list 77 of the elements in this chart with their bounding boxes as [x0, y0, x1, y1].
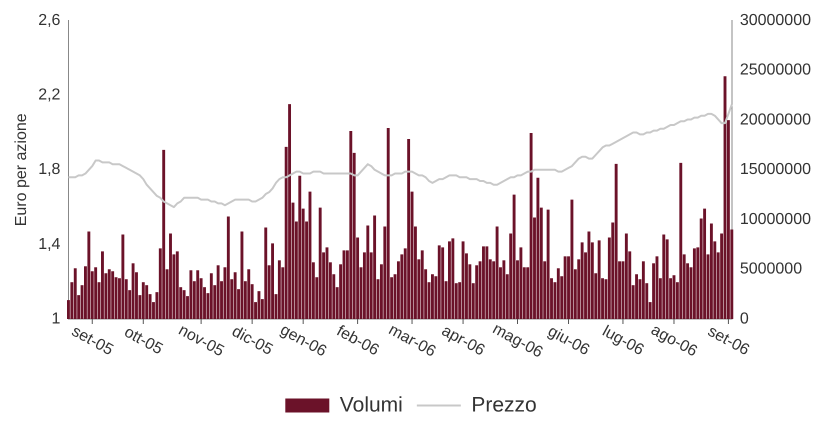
legend-label: Prezzo — [471, 393, 537, 416]
bar — [580, 242, 584, 319]
bar — [672, 275, 676, 319]
bar — [288, 104, 292, 319]
bar — [431, 274, 434, 319]
bar — [692, 248, 696, 319]
bar — [240, 231, 244, 319]
y-axis-title: Euro per azione — [13, 113, 30, 226]
bar — [502, 260, 506, 319]
x-tick-label: ott-05 — [121, 324, 166, 358]
bar — [407, 138, 410, 319]
bar — [101, 251, 104, 319]
bar — [210, 273, 213, 319]
bar — [308, 192, 312, 319]
x-tick-label: dic-05 — [228, 323, 276, 359]
bar — [451, 238, 454, 319]
bar — [216, 265, 220, 319]
x-tick-label: apr-06 — [438, 322, 488, 360]
y-tick-label: 1,4 — [38, 236, 61, 253]
bar — [624, 233, 628, 319]
bar — [462, 241, 465, 319]
bar — [326, 247, 328, 319]
bar — [556, 268, 560, 319]
bar — [536, 178, 540, 319]
y-tick-label: 2,6 — [38, 12, 61, 30]
bar — [111, 271, 114, 319]
bar — [182, 290, 186, 319]
bar — [587, 231, 590, 319]
bar — [145, 285, 148, 319]
bar — [598, 240, 601, 319]
x-tick-label: set-05 — [68, 322, 116, 360]
bar — [271, 243, 274, 319]
x-tick-label: giu-06 — [544, 322, 592, 360]
bar — [87, 231, 90, 319]
bar — [234, 272, 237, 319]
y2-tick-label: 20000000 — [740, 111, 812, 128]
y-tick-label: 1 — [52, 310, 61, 328]
bar — [448, 241, 451, 319]
bar — [570, 200, 574, 319]
bar — [546, 210, 550, 319]
bar — [635, 274, 638, 319]
y2-tick-label: 30000000 — [740, 12, 812, 30]
bar — [496, 226, 499, 319]
bar — [475, 265, 478, 319]
bar — [485, 246, 488, 319]
bar — [724, 76, 726, 319]
bar — [482, 246, 485, 319]
bar — [169, 233, 172, 319]
bar — [162, 150, 166, 319]
y2-tick-label: 25000000 — [740, 62, 812, 79]
bar — [318, 208, 322, 319]
y2-tick-label: 15000000 — [740, 161, 812, 178]
bar — [710, 224, 713, 319]
bar — [564, 256, 567, 319]
bar — [258, 291, 260, 319]
y2-tick-label: 5000000 — [740, 260, 802, 278]
bar — [373, 216, 376, 319]
bar — [278, 260, 281, 319]
bar — [132, 263, 135, 319]
legend-label: Volumi — [340, 393, 403, 416]
y2-tick-label: 10000000 — [740, 210, 812, 228]
bar — [519, 247, 522, 319]
bar — [656, 256, 658, 319]
bar — [366, 226, 370, 319]
bar — [189, 270, 192, 319]
y-tick-label: 1,8 — [38, 161, 61, 178]
bar — [226, 216, 230, 319]
bar — [530, 133, 533, 319]
bar — [703, 208, 706, 319]
bar — [441, 247, 444, 319]
bar — [94, 267, 98, 319]
bar — [642, 261, 645, 319]
bar — [512, 194, 516, 319]
bar — [614, 164, 618, 319]
bar — [121, 234, 124, 319]
bar — [342, 250, 346, 319]
y-tick-label: 2,2 — [38, 86, 61, 104]
